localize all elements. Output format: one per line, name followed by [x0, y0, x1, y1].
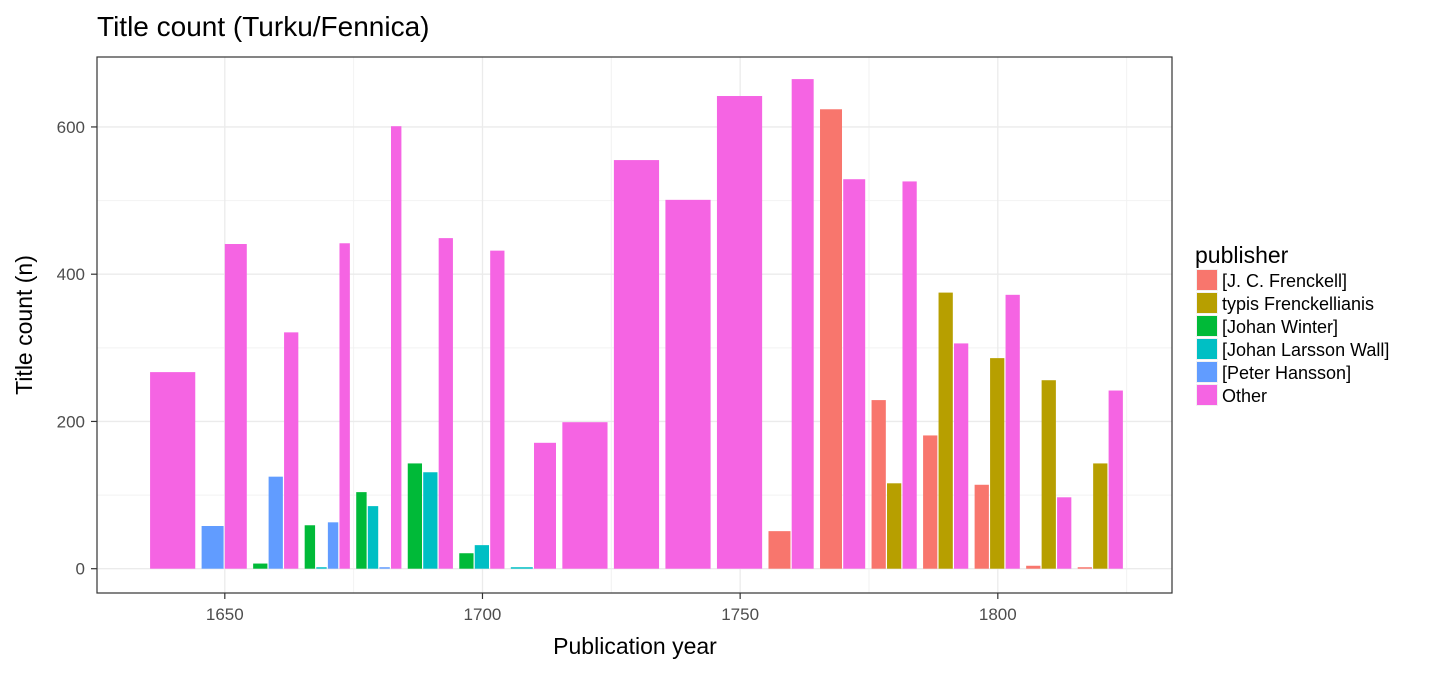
bar — [339, 243, 350, 569]
bar — [843, 179, 866, 569]
x-tick-label: 1700 — [464, 605, 502, 624]
legend-title: publisher — [1195, 242, 1289, 268]
bar — [438, 238, 453, 569]
bars — [150, 79, 1123, 569]
bar — [768, 531, 791, 569]
bar — [224, 244, 247, 569]
bar — [791, 79, 814, 569]
bar — [1026, 565, 1041, 569]
bar — [490, 250, 505, 569]
legend: publisher [J. C. Frenckell] typis Frencke… — [1195, 242, 1389, 406]
legend-swatch — [1197, 316, 1217, 336]
bar — [974, 484, 989, 569]
bar — [379, 567, 390, 569]
y-axis-title: Title count (n) — [11, 255, 37, 395]
bar — [716, 96, 763, 569]
bar — [316, 567, 327, 569]
y-tick-label: 600 — [57, 118, 85, 137]
bar — [268, 476, 283, 569]
bar — [1041, 380, 1056, 569]
bar — [820, 109, 843, 569]
bar — [391, 126, 402, 569]
bar — [474, 545, 489, 569]
bar — [887, 483, 902, 569]
bar — [510, 567, 533, 569]
bar — [327, 522, 339, 569]
bar — [367, 506, 379, 569]
bar — [871, 400, 886, 569]
legend-label: [Peter Hansson] — [1222, 363, 1351, 383]
legend-label: typis Frenckellianis — [1222, 294, 1374, 314]
x-axis-title: Publication year — [553, 633, 717, 659]
bar — [150, 372, 196, 569]
bar — [665, 199, 711, 569]
x-tick-label: 1650 — [206, 605, 244, 624]
bar — [562, 422, 608, 569]
bar — [253, 563, 268, 569]
bar — [534, 442, 556, 569]
y-tick-label: 200 — [57, 412, 85, 431]
bar — [938, 292, 953, 569]
chart-title: Title count (Turku/Fennica) — [97, 11, 430, 42]
bar — [356, 492, 367, 569]
bar — [1093, 463, 1108, 569]
bar — [304, 525, 316, 569]
legend-label: [Johan Larsson Wall] — [1222, 340, 1389, 360]
bar — [902, 181, 917, 569]
bar — [990, 358, 1005, 569]
bar — [407, 463, 423, 569]
legend-swatch — [1197, 362, 1217, 382]
bar — [1108, 390, 1123, 569]
x-tick-label: 1750 — [721, 605, 759, 624]
legend-swatch — [1197, 293, 1217, 313]
bar — [423, 472, 438, 569]
legend-label: [J. C. Frenckell] — [1222, 271, 1347, 291]
legend-label: [Johan Winter] — [1222, 317, 1338, 337]
legend-swatch — [1197, 385, 1217, 405]
axes: 1650 1700 1750 1800 0 200 400 600 — [57, 118, 1017, 624]
bar — [459, 553, 474, 569]
bar — [284, 332, 299, 569]
bar — [613, 160, 660, 569]
bar — [923, 435, 938, 569]
bar — [201, 526, 224, 569]
x-tick-label: 1800 — [979, 605, 1017, 624]
legend-swatch — [1197, 339, 1217, 359]
plot-border — [96, 56, 1173, 594]
bar — [1005, 294, 1020, 569]
bar — [1077, 567, 1092, 569]
legend-swatch — [1197, 270, 1217, 290]
y-tick-label: 400 — [57, 265, 85, 284]
y-tick-label: 0 — [76, 560, 85, 579]
bar — [1057, 497, 1072, 569]
bar — [954, 343, 969, 569]
legend-label: Other — [1222, 386, 1267, 406]
